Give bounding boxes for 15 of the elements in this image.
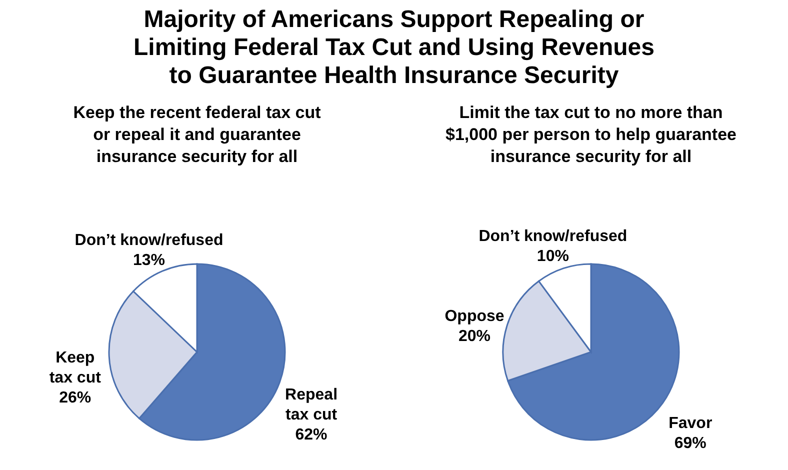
data-label: 10% — [536, 248, 569, 266]
data-label: 62% — [295, 426, 328, 444]
text: Majority of Americans Support Repealing or Limiting Federal Tax Cut and Using Revenues to Guarantee Health Insurance Security — [132, 5, 656, 91]
slice-label: Don’t know/refused — [478, 228, 628, 246]
slice-label: Keep tax cut — [49, 350, 102, 387]
chart-subtitle: Keep the recent federal tax cut or repeal it and guarantee insurance security for all — [73, 103, 322, 166]
data-label: 26% — [59, 390, 92, 407]
chart-subtitle: Limit the tax cut to no more than $1,000 per person to help guarantee insurance security for all — [446, 103, 736, 166]
slice-label: Don’t know/refused — [74, 232, 224, 249]
data-label: 13% — [132, 252, 166, 269]
data-label: 20% — [458, 328, 491, 345]
data-label: 69% — [674, 434, 706, 452]
slice-label: Oppose — [444, 308, 504, 325]
slice-label: Favor — [668, 414, 712, 432]
slice-label: Repeal tax cut — [285, 386, 338, 424]
